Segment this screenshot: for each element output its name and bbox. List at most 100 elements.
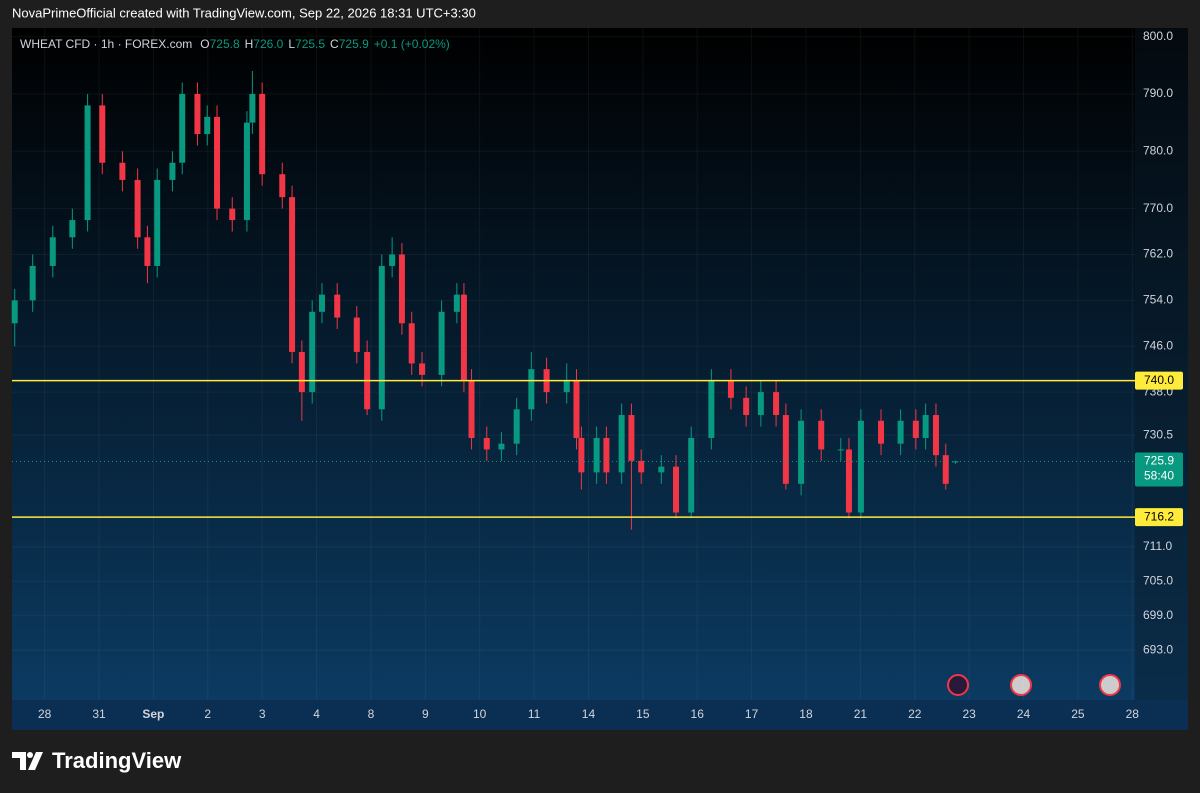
- x-tick-label: 28: [38, 707, 52, 721]
- candle-body: [69, 220, 76, 238]
- event-icon[interactable]: [1099, 674, 1121, 696]
- candle-body: [389, 254, 396, 266]
- y-tick-label: 699.0: [1143, 608, 1173, 622]
- y-tick-label: 800.0: [1143, 29, 1173, 43]
- level-label: 716.2: [1144, 509, 1174, 523]
- event-icon[interactable]: [1010, 674, 1032, 696]
- candle-body: [837, 449, 844, 451]
- candle-body: [727, 380, 734, 398]
- candle-body: [378, 265, 385, 410]
- candle-body: [782, 415, 789, 484]
- brand-name: TradingView: [52, 748, 182, 773]
- x-tick-label: Sep: [142, 707, 164, 721]
- candle-body: [798, 420, 805, 484]
- candle-body: [688, 437, 695, 513]
- candle-body: [757, 392, 764, 416]
- candle-body: [453, 294, 460, 312]
- candle-body: [408, 323, 415, 364]
- brand-logo: [12, 752, 43, 770]
- legend-value: 725.8: [210, 37, 240, 51]
- event-icon[interactable]: [947, 674, 969, 696]
- candle-body: [194, 93, 201, 135]
- y-tick-label: 754.0: [1143, 293, 1173, 307]
- candle-body: [483, 437, 490, 450]
- x-tick-label: 22: [908, 707, 922, 721]
- legend-value: 726.0: [253, 37, 283, 51]
- candle-body: [353, 317, 360, 352]
- candle-body: [528, 369, 535, 410]
- candle-body: [460, 294, 467, 381]
- candle-body: [658, 466, 665, 473]
- candle-body: [309, 311, 316, 393]
- candle-body: [259, 93, 266, 175]
- candle-body: [334, 294, 341, 318]
- candle-body: [818, 420, 825, 450]
- candle-body: [99, 105, 106, 163]
- candle-body: [513, 409, 520, 444]
- y-tick-label: 711.0: [1143, 539, 1172, 553]
- x-tick-label: 9: [422, 707, 429, 721]
- y-tick-label: 770.0: [1143, 201, 1173, 215]
- last-price-label: 725.9: [1144, 454, 1174, 468]
- candle-body: [134, 179, 141, 238]
- candle-body: [743, 397, 750, 416]
- countdown: 58:40: [1144, 469, 1174, 483]
- legend-symbol: WHEAT CFD · 1h · FOREX.com: [20, 37, 192, 51]
- candle-body: [249, 93, 256, 123]
- x-tick-label: 14: [582, 707, 596, 721]
- candle-body: [438, 311, 445, 375]
- legend-key: L: [288, 37, 295, 51]
- y-tick-label: 730.5: [1143, 427, 1173, 441]
- legend-key: H: [245, 37, 254, 51]
- level-tag: [1135, 371, 1183, 390]
- candle-body: [298, 351, 305, 393]
- candle-body: [49, 237, 56, 266]
- legend-value: 725.5: [295, 37, 325, 51]
- x-tick-label: 16: [691, 707, 705, 721]
- logo-dot: [27, 752, 33, 758]
- candle-body: [29, 265, 36, 301]
- x-tick-label: 8: [368, 707, 375, 721]
- x-tick-label: 25: [1071, 707, 1085, 721]
- price-axis: [1135, 28, 1188, 700]
- candle-body: [922, 415, 929, 438]
- candle-body: [878, 420, 885, 444]
- candle-body: [318, 294, 325, 312]
- candle-body: [573, 380, 580, 438]
- candle-body: [279, 174, 286, 198]
- level-tag: [1135, 508, 1183, 527]
- candle-body: [84, 105, 91, 221]
- candle-body: [498, 443, 505, 450]
- candle-body: [845, 449, 852, 513]
- candle-body: [204, 116, 211, 135]
- candle-body: [563, 380, 570, 393]
- x-tick-label: 15: [636, 707, 650, 721]
- legend: WHEAT CFD · 1h · FOREX.com O725.8 H726.0 L7…: [20, 37, 450, 51]
- legend-key: C: [330, 37, 339, 51]
- candle-body: [932, 415, 939, 456]
- candle-body: [628, 415, 635, 461]
- candle-body: [214, 116, 221, 209]
- candles: [11, 71, 959, 530]
- candle-body: [289, 197, 296, 352]
- candle-body: [673, 466, 680, 513]
- level-label: 740.0: [1144, 373, 1174, 387]
- candle-body: [952, 461, 959, 463]
- candle-body: [398, 254, 405, 324]
- header-text: NovaPrimeOfficial created with TradingVi…: [12, 5, 476, 20]
- x-tick-label: 10: [473, 707, 487, 721]
- x-tick-label: 2: [204, 707, 211, 721]
- legend-key: O: [200, 37, 209, 51]
- candle-body: [603, 437, 610, 473]
- x-tick-label: 21: [854, 707, 868, 721]
- x-tick-label: 17: [745, 707, 759, 721]
- y-tick-label: 790.0: [1143, 86, 1173, 100]
- candle-body: [119, 162, 126, 180]
- candle-body: [912, 420, 919, 438]
- x-tick-label: 28: [1126, 707, 1140, 721]
- candle-body: [857, 420, 864, 513]
- candle-body: [11, 300, 18, 324]
- event-icons[interactable]: [947, 674, 1121, 696]
- candle-body: [179, 93, 186, 163]
- last-price-tag: [1135, 452, 1183, 487]
